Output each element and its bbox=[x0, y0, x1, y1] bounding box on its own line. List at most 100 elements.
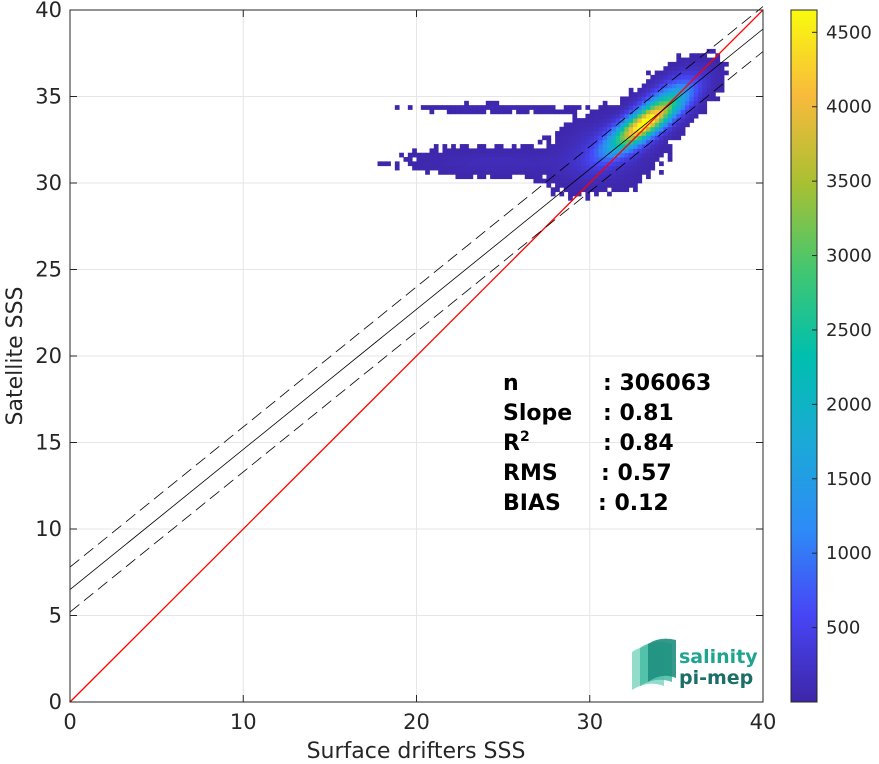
density-cell bbox=[537, 109, 543, 115]
density-cell bbox=[585, 178, 591, 184]
density-cell bbox=[581, 178, 586, 184]
density-cell bbox=[455, 157, 461, 162]
density-cell bbox=[620, 161, 625, 167]
density-cell bbox=[615, 122, 621, 128]
density-cell bbox=[698, 92, 703, 97]
density-cell bbox=[620, 96, 625, 102]
density-cell bbox=[659, 122, 664, 128]
density-cell bbox=[620, 165, 625, 171]
density-cell bbox=[550, 109, 556, 115]
density-cell bbox=[468, 174, 474, 180]
density-cell bbox=[633, 187, 638, 193]
density-cell bbox=[498, 144, 504, 149]
colorbar-tick-label: 4000 bbox=[826, 97, 872, 118]
density-cell bbox=[550, 165, 556, 171]
density-cell bbox=[511, 148, 517, 154]
colorbar-ticks: 500 1000 1500 2000 2500 3000 3500 4000 4500 bbox=[812, 22, 872, 639]
density-cell bbox=[611, 139, 617, 145]
density-cell bbox=[425, 152, 430, 158]
density-cell bbox=[706, 66, 712, 71]
density-cell bbox=[468, 157, 474, 162]
density-cell bbox=[641, 96, 647, 102]
density-cell bbox=[641, 92, 647, 97]
density-cell bbox=[650, 126, 656, 132]
density-cell bbox=[698, 105, 703, 110]
density-cell bbox=[702, 92, 708, 97]
density-cell bbox=[425, 170, 430, 175]
density-cell bbox=[572, 105, 578, 110]
density-cell bbox=[650, 135, 656, 141]
density-cell bbox=[633, 126, 638, 132]
density-cell bbox=[715, 57, 721, 63]
density-cell bbox=[602, 161, 608, 167]
density-cell bbox=[602, 170, 608, 175]
density-cell bbox=[667, 79, 673, 84]
density-cell bbox=[589, 165, 595, 171]
density-cell bbox=[676, 70, 682, 76]
density-cell bbox=[676, 87, 682, 93]
density-cell bbox=[637, 148, 643, 154]
density-cell bbox=[559, 109, 565, 115]
density-cell bbox=[633, 157, 638, 162]
density-cell bbox=[680, 126, 686, 132]
density-cell bbox=[455, 105, 461, 110]
density-cell bbox=[589, 131, 595, 136]
density-cell bbox=[563, 165, 569, 171]
density-cell bbox=[663, 113, 669, 119]
density-cell bbox=[689, 66, 695, 71]
density-cell bbox=[481, 109, 487, 115]
density-cell bbox=[568, 122, 573, 128]
density-cell bbox=[546, 105, 552, 110]
density-cell bbox=[672, 79, 677, 84]
density-cell bbox=[659, 113, 664, 119]
density-cell bbox=[537, 152, 543, 158]
density-cell bbox=[585, 135, 591, 141]
density-cell bbox=[459, 105, 465, 110]
density-cell bbox=[633, 100, 638, 106]
density-cell bbox=[667, 96, 673, 102]
density-cell bbox=[611, 165, 617, 171]
density-cell bbox=[581, 135, 586, 141]
density-cell bbox=[568, 131, 573, 136]
density-cell bbox=[646, 165, 651, 171]
density-cell bbox=[546, 178, 552, 184]
density-cell bbox=[546, 144, 552, 149]
density-cell bbox=[537, 178, 543, 184]
density-cell bbox=[581, 139, 586, 145]
density-cell bbox=[620, 122, 625, 128]
density-cell bbox=[429, 105, 435, 110]
density-cell bbox=[611, 113, 617, 119]
density-cell bbox=[455, 109, 461, 115]
density-cell bbox=[654, 100, 660, 106]
density-cell bbox=[438, 170, 443, 175]
density-cell bbox=[624, 113, 630, 119]
density-cell bbox=[572, 144, 578, 149]
density-cell bbox=[672, 70, 677, 76]
density-cell bbox=[464, 161, 469, 167]
density-cell bbox=[607, 191, 612, 197]
density-cell bbox=[641, 109, 647, 115]
colorbar-tick-label: 1000 bbox=[826, 543, 872, 564]
density-cell bbox=[533, 157, 539, 162]
density-cell bbox=[659, 139, 664, 145]
density-cell bbox=[477, 165, 482, 171]
density-cell bbox=[585, 157, 591, 162]
density-cell bbox=[693, 109, 699, 115]
density-cell bbox=[468, 165, 474, 171]
density-cell bbox=[438, 165, 443, 171]
density-cell bbox=[650, 131, 656, 136]
density-cell bbox=[706, 87, 712, 93]
x-tick-label: 0 bbox=[63, 710, 76, 734]
density-cell bbox=[680, 61, 686, 67]
density-cell bbox=[403, 157, 409, 162]
density-cell bbox=[589, 161, 595, 167]
density-cell bbox=[433, 165, 439, 171]
density-cell bbox=[663, 131, 669, 136]
density-cell bbox=[520, 165, 526, 171]
density-cell bbox=[667, 109, 673, 115]
density-cell bbox=[628, 135, 634, 141]
y-tick-label: 20 bbox=[35, 344, 62, 368]
density-cell bbox=[516, 152, 521, 158]
density-cell bbox=[585, 165, 591, 171]
density-cell bbox=[646, 70, 651, 76]
